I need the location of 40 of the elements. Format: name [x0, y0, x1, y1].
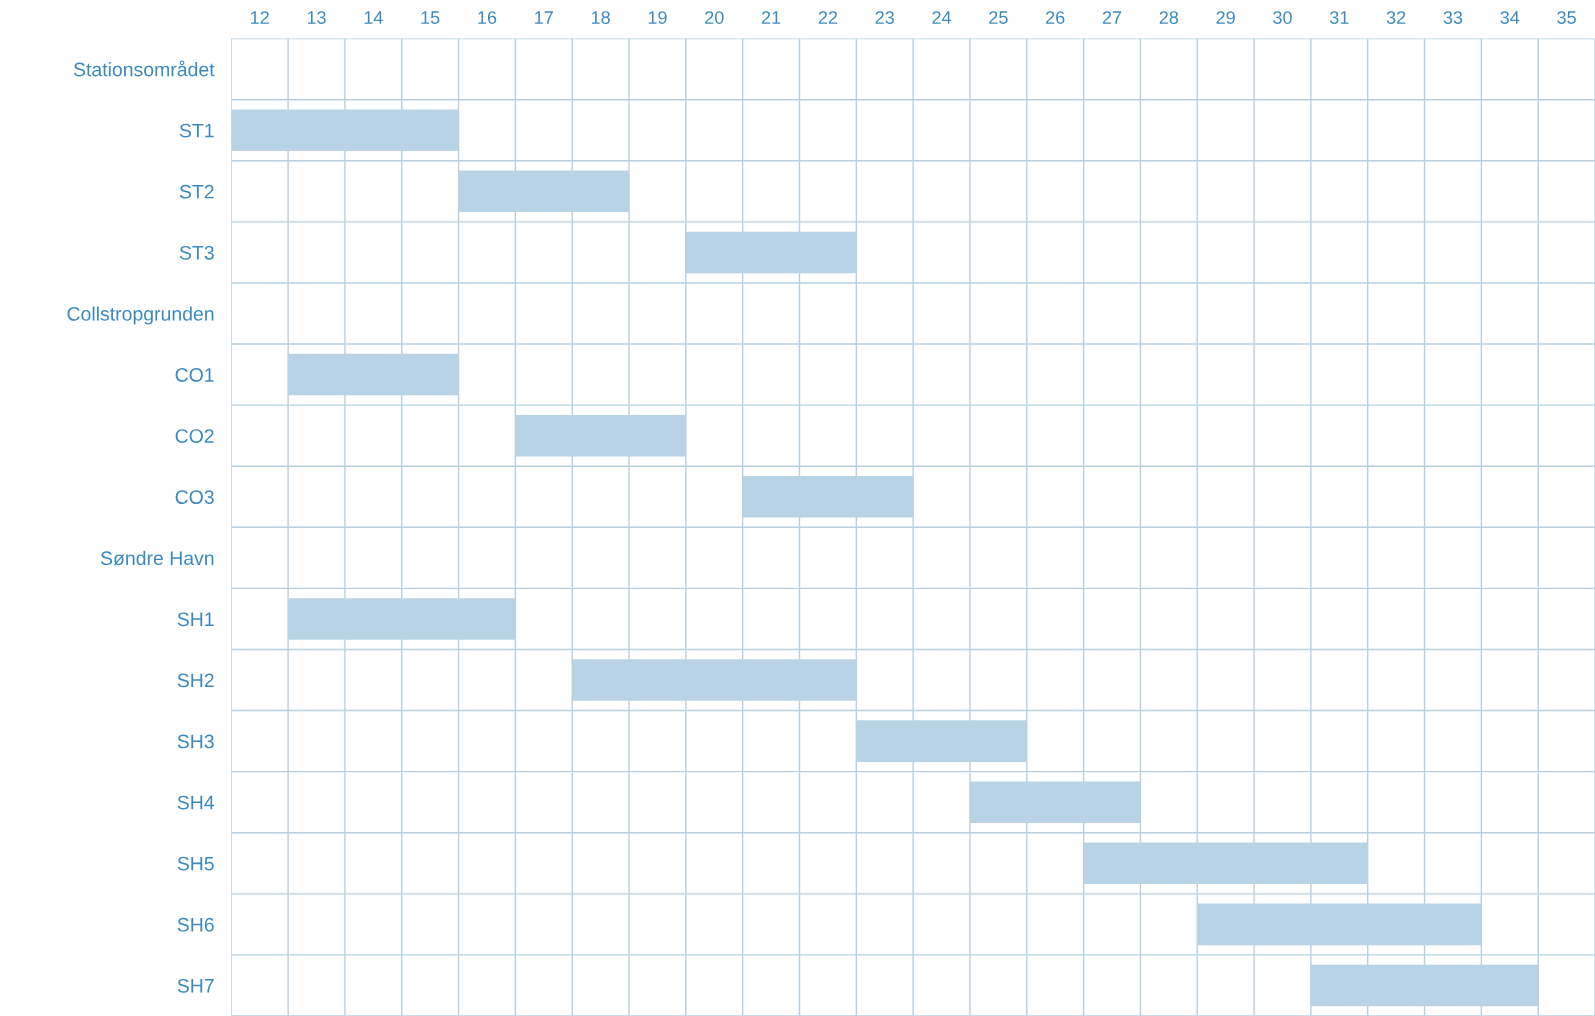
y-tick-label: ST1 [179, 123, 214, 138]
x-tick-label: 22 [818, 11, 838, 24]
x-tick-label: 20 [705, 11, 724, 24]
x-tick-label: 25 [989, 11, 1008, 24]
y-tick-label: CO1 [175, 368, 214, 382]
x-tick-label: 32 [1386, 11, 1406, 24]
y-tick-label: SH6 [177, 917, 214, 932]
x-tick-label: 28 [1159, 11, 1179, 24]
x-tick-label: 31 [1329, 11, 1349, 24]
x-tick-label: 19 [648, 11, 667, 24]
x-tick-label: 24 [932, 11, 952, 24]
y-tick-label: CO3 [175, 490, 214, 504]
x-tick-label: 16 [478, 11, 497, 24]
y-tick-label: Stationsområdet [73, 60, 215, 77]
x-tick-label: 17 [535, 11, 553, 24]
x-tick-label: 30 [1273, 11, 1292, 24]
x-tick-label: 23 [875, 11, 894, 24]
x-tick-label: 21 [761, 11, 781, 24]
y-tick-label: Collstropgrunden [67, 306, 214, 325]
x-tick-label: 14 [364, 11, 383, 24]
x-tick-label: 33 [1443, 11, 1463, 24]
y-tick-label: ST2 [179, 184, 214, 199]
y-tick-label: SH5 [177, 856, 214, 871]
x-tick-label: 26 [1046, 11, 1065, 24]
x-tick-label: 15 [421, 11, 440, 24]
y-tick-label: Søndre Havn [100, 550, 214, 566]
y-tick-label: SH4 [177, 795, 215, 810]
y-tick-label: SH1 [177, 612, 214, 627]
y-tick-label: ST3 [179, 245, 214, 260]
x-tick-label: 27 [1102, 11, 1122, 24]
y-tick-label: SH7 [177, 978, 214, 993]
x-tick-label: 12 [251, 11, 269, 24]
x-tick-label: 18 [591, 11, 610, 24]
y-tick-label: SH3 [177, 734, 214, 749]
x-tick-label: 13 [307, 11, 326, 24]
x-tick-label: 35 [1557, 11, 1576, 24]
x-tick-label: 34 [1500, 11, 1520, 24]
x-tick-label: 29 [1216, 11, 1235, 24]
y-tick-label: CO2 [175, 429, 214, 443]
y-tick-label: SH2 [177, 673, 214, 688]
